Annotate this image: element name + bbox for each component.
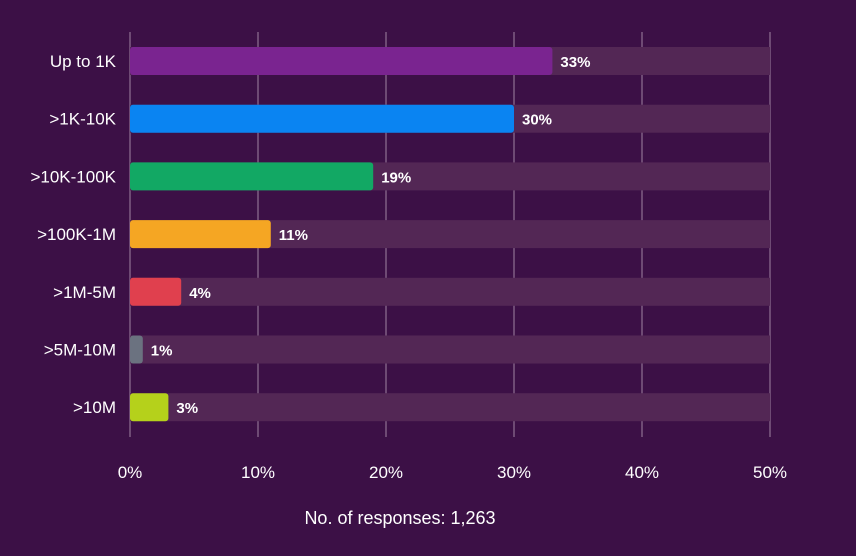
value-labels: 33% 30% 19% 11% 4% 1% 3%	[151, 54, 591, 417]
bar	[130, 47, 553, 75]
value-label: 11%	[279, 227, 308, 244]
bar	[130, 335, 143, 364]
x-tick-label: 20%	[369, 463, 403, 482]
x-tick-label: 50%	[753, 463, 787, 482]
value-label: 3%	[176, 400, 198, 417]
bar	[130, 220, 271, 249]
value-label: 4%	[189, 285, 211, 302]
category-label: >100K-1M	[37, 225, 116, 244]
bar	[130, 393, 169, 422]
bar-track	[130, 393, 770, 422]
x-tick-label: 0%	[118, 463, 143, 482]
category-labels: Up to 1K >1K-10K >10K-100K >100K-1M >1M-5M >5…	[30, 52, 116, 417]
x-tick-label: 30%	[497, 463, 531, 482]
x-tick-label: 40%	[625, 463, 659, 482]
category-label: >1M-5M	[53, 283, 116, 302]
bar	[130, 277, 182, 306]
bar-track	[130, 335, 770, 364]
x-axis-tick-labels: 0% 10% 20% 30% 40% 50%	[118, 463, 787, 482]
bar-track	[130, 277, 770, 306]
category-label: >10M	[73, 398, 116, 417]
bar-layer	[130, 47, 553, 422]
bar	[130, 104, 514, 133]
responses-footnote: No. of responses: 1,263	[304, 508, 495, 528]
category-label: >1K-10K	[49, 110, 116, 129]
value-label: 19%	[381, 169, 411, 186]
category-label: >5M-10M	[44, 341, 116, 360]
bar	[130, 162, 374, 191]
x-tick-label: 10%	[241, 463, 275, 482]
value-label: 33%	[560, 54, 590, 71]
value-label: 30%	[522, 112, 552, 129]
value-label: 1%	[151, 343, 173, 360]
category-label: >10K-100K	[30, 167, 116, 186]
category-label: Up to 1K	[50, 52, 117, 71]
